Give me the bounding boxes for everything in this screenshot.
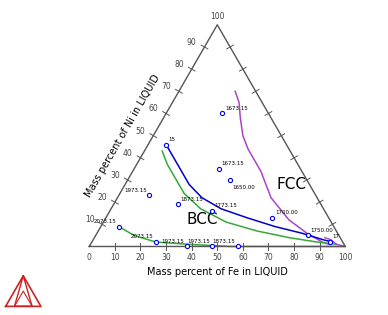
Text: 10: 10 (110, 253, 120, 262)
Text: 90: 90 (315, 253, 324, 262)
Text: 30: 30 (161, 253, 171, 262)
Text: 2073.15: 2073.15 (94, 219, 116, 224)
Text: 1700.00: 1700.00 (275, 210, 298, 215)
Text: 40: 40 (123, 149, 133, 158)
Text: 1973.15: 1973.15 (161, 239, 184, 244)
Text: 100: 100 (210, 12, 225, 21)
Text: FCC: FCC (277, 177, 307, 192)
Text: 1973.15: 1973.15 (187, 239, 210, 244)
Text: 1873.15: 1873.15 (180, 197, 203, 202)
Text: 70: 70 (263, 253, 274, 262)
Text: 1673.15: 1673.15 (225, 106, 248, 111)
Text: 20: 20 (97, 193, 107, 202)
Text: BCC: BCC (186, 212, 218, 227)
Text: 50: 50 (136, 127, 146, 136)
Text: 30: 30 (110, 171, 120, 180)
Text: 40: 40 (187, 253, 197, 262)
Text: 70: 70 (161, 82, 171, 91)
Text: 15: 15 (169, 137, 176, 142)
Text: 60: 60 (149, 105, 158, 113)
Text: 10: 10 (85, 215, 94, 224)
Text: 1673.15: 1673.15 (221, 161, 244, 166)
Text: 60: 60 (238, 253, 248, 262)
Text: 50: 50 (212, 253, 222, 262)
Text: 2073.15: 2073.15 (130, 234, 153, 239)
Text: 80: 80 (289, 253, 299, 262)
Text: 1873.15: 1873.15 (213, 239, 235, 244)
Text: 100: 100 (338, 253, 353, 262)
Text: 20: 20 (136, 253, 145, 262)
Text: 1650.00: 1650.00 (233, 185, 255, 190)
Text: 90: 90 (187, 38, 197, 47)
Text: Mass percent of Ni in LIQUID: Mass percent of Ni in LIQUID (83, 72, 162, 199)
Text: 17: 17 (333, 234, 340, 239)
Text: 0: 0 (87, 253, 92, 262)
Text: Mass percent of Fe in LIQUID: Mass percent of Fe in LIQUID (147, 267, 288, 277)
Text: 80: 80 (174, 60, 184, 69)
Text: 1973.15: 1973.15 (124, 188, 147, 193)
Text: 1773.15: 1773.15 (215, 203, 237, 209)
Text: 1750.00: 1750.00 (311, 228, 333, 233)
